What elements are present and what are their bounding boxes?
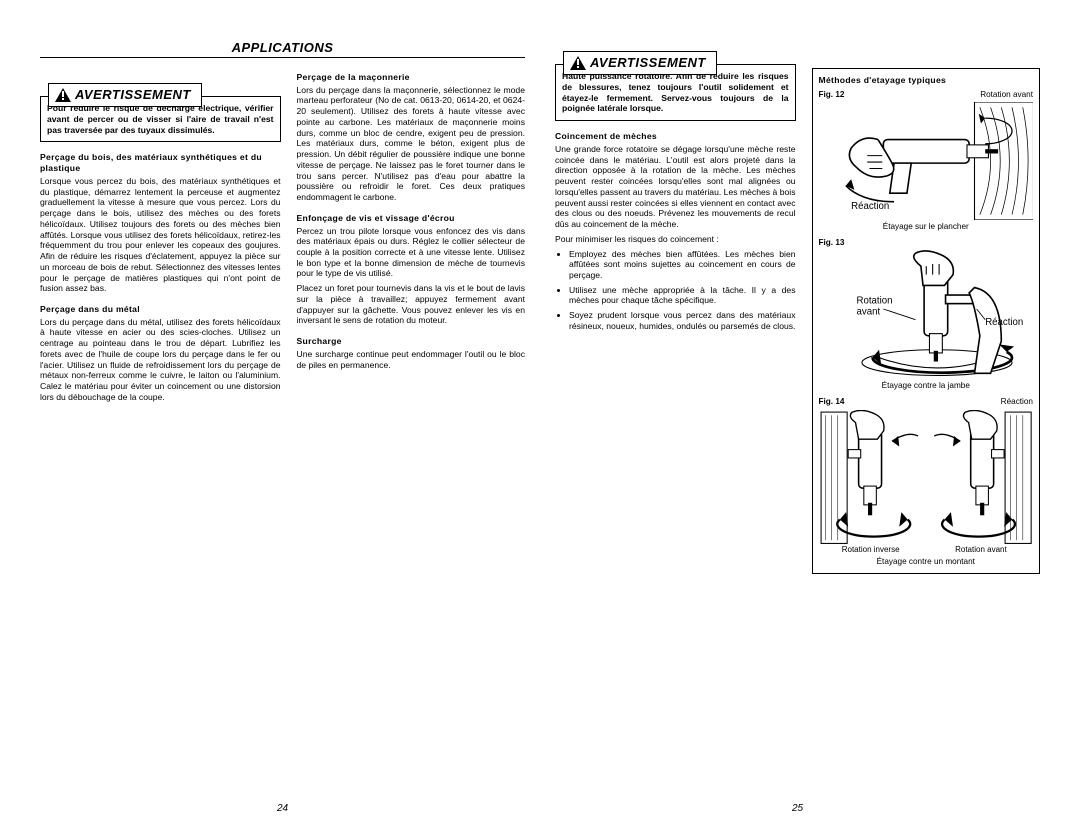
page-spread: APPLICATIONS AVERTISSEMENT Pour réduire …: [0, 0, 1080, 834]
figure-14: Fig. 14 Réaction: [819, 397, 1033, 567]
heading-binding: Coincement de mèches: [555, 131, 796, 142]
warning-triangle-icon: [570, 56, 586, 70]
warning-tab-right: AVERTISSEMENT: [563, 51, 717, 75]
fig12-reaction-text: Réaction: [851, 201, 889, 212]
bullet-3: Soyez prudent lorsque vous percez dans d…: [569, 310, 796, 331]
page-number-left: 24: [40, 803, 525, 814]
fig14-reaction: Réaction: [1001, 397, 1033, 407]
heading-screws: Enfonçage de vis et vissage d'écrou: [297, 213, 525, 224]
left-col-1: AVERTISSEMENT Pour réduire le risque de …: [40, 72, 281, 793]
text-screws-2: Placez un foret pour tournevis dans la v…: [297, 283, 525, 326]
left-col-2: Perçage de la maçonnerie Lors du perçage…: [297, 72, 525, 793]
svg-text:Rotation: Rotation: [856, 296, 892, 307]
fig12-rotation: Rotation avant: [980, 90, 1033, 100]
heading-metal: Perçage dans du métal: [40, 304, 281, 315]
fig14-right-label: Rotation avant: [929, 545, 1033, 555]
fig12-svg: Réaction: [819, 102, 1033, 220]
svg-text:avant: avant: [856, 307, 880, 318]
heading-masonry: Perçage de la maçonnerie: [297, 72, 525, 83]
page-number-right: 25: [555, 803, 1040, 814]
svg-text:Réaction: Réaction: [985, 318, 1023, 329]
right-col-1: AVERTISSEMENT Haute puissance rotatoire.…: [555, 68, 796, 793]
fig14-left-panel: Rotation inverse: [819, 410, 923, 556]
fig13-svg: Rotation avant Réaction: [819, 250, 1033, 379]
fig13-label: Fig. 13: [819, 238, 845, 248]
text-wood: Lorsque vous percez du bois, des matéria…: [40, 176, 281, 294]
page-right: AVERTISSEMENT Haute puissance rotatoire.…: [555, 40, 1040, 814]
heading-wood: Perçage du bois, des matériaux synthétiq…: [40, 152, 281, 173]
warning-tab-label: AVERTISSEMENT: [75, 87, 191, 103]
heading-overload: Surcharge: [297, 336, 525, 347]
fig14-right-svg: [929, 410, 1033, 546]
fig12-caption: Étayage sur le plancher: [819, 222, 1033, 232]
applications-banner: APPLICATIONS: [40, 40, 525, 58]
bullet-list: Employez des mèches bien affûtées. Les m…: [555, 249, 796, 332]
fig14-left-label: Rotation inverse: [819, 545, 923, 555]
fig13-caption: Étayage contre la jambe: [819, 381, 1033, 391]
fig12-label: Fig. 12: [819, 90, 845, 100]
bullet-1: Employez des mèches bien affûtées. Les m…: [569, 249, 796, 281]
warning-tab-left: AVERTISSEMENT: [48, 83, 202, 107]
text-overload: Une surcharge continue peut endommager l…: [297, 349, 525, 370]
page-left: APPLICATIONS AVERTISSEMENT Pour réduire …: [40, 40, 525, 814]
text-screws: Percez un trou pilote lorsque vous enfon…: [297, 226, 525, 280]
figures-title: Méthodes d'etayage typiques: [819, 75, 1033, 86]
text-masonry: Lors du perçage dans la maçonnerie, séle…: [297, 85, 525, 203]
text-minimize: Pour minimiser les risques do coincement…: [555, 234, 796, 245]
warning-triangle-icon: [55, 88, 71, 102]
figure-12: Fig. 12 Rotation avant: [819, 90, 1033, 232]
fig14-label: Fig. 14: [819, 397, 845, 407]
fig14-caption: Étayage contre un montant: [819, 557, 1033, 567]
fig14-left-svg: [819, 410, 923, 546]
text-binding: Une grande force rotatoire se dégage lor…: [555, 144, 796, 230]
figure-13: Fig. 13: [819, 238, 1033, 391]
text-metal: Lors du perçage dans du métal, utilisez …: [40, 317, 281, 403]
bullet-2: Utilisez une mèche appropriée à la tâche…: [569, 285, 796, 306]
left-columns: AVERTISSEMENT Pour réduire le risque de …: [40, 72, 525, 793]
right-columns: AVERTISSEMENT Haute puissance rotatoire.…: [555, 68, 1040, 793]
figures-box: Méthodes d'etayage typiques Fig. 12 Rota…: [812, 68, 1040, 574]
fig14-right-panel: Rotation avant: [929, 410, 1033, 556]
right-col-2: Méthodes d'etayage typiques Fig. 12 Rota…: [812, 68, 1040, 793]
warning-tab-label: AVERTISSEMENT: [590, 55, 706, 71]
